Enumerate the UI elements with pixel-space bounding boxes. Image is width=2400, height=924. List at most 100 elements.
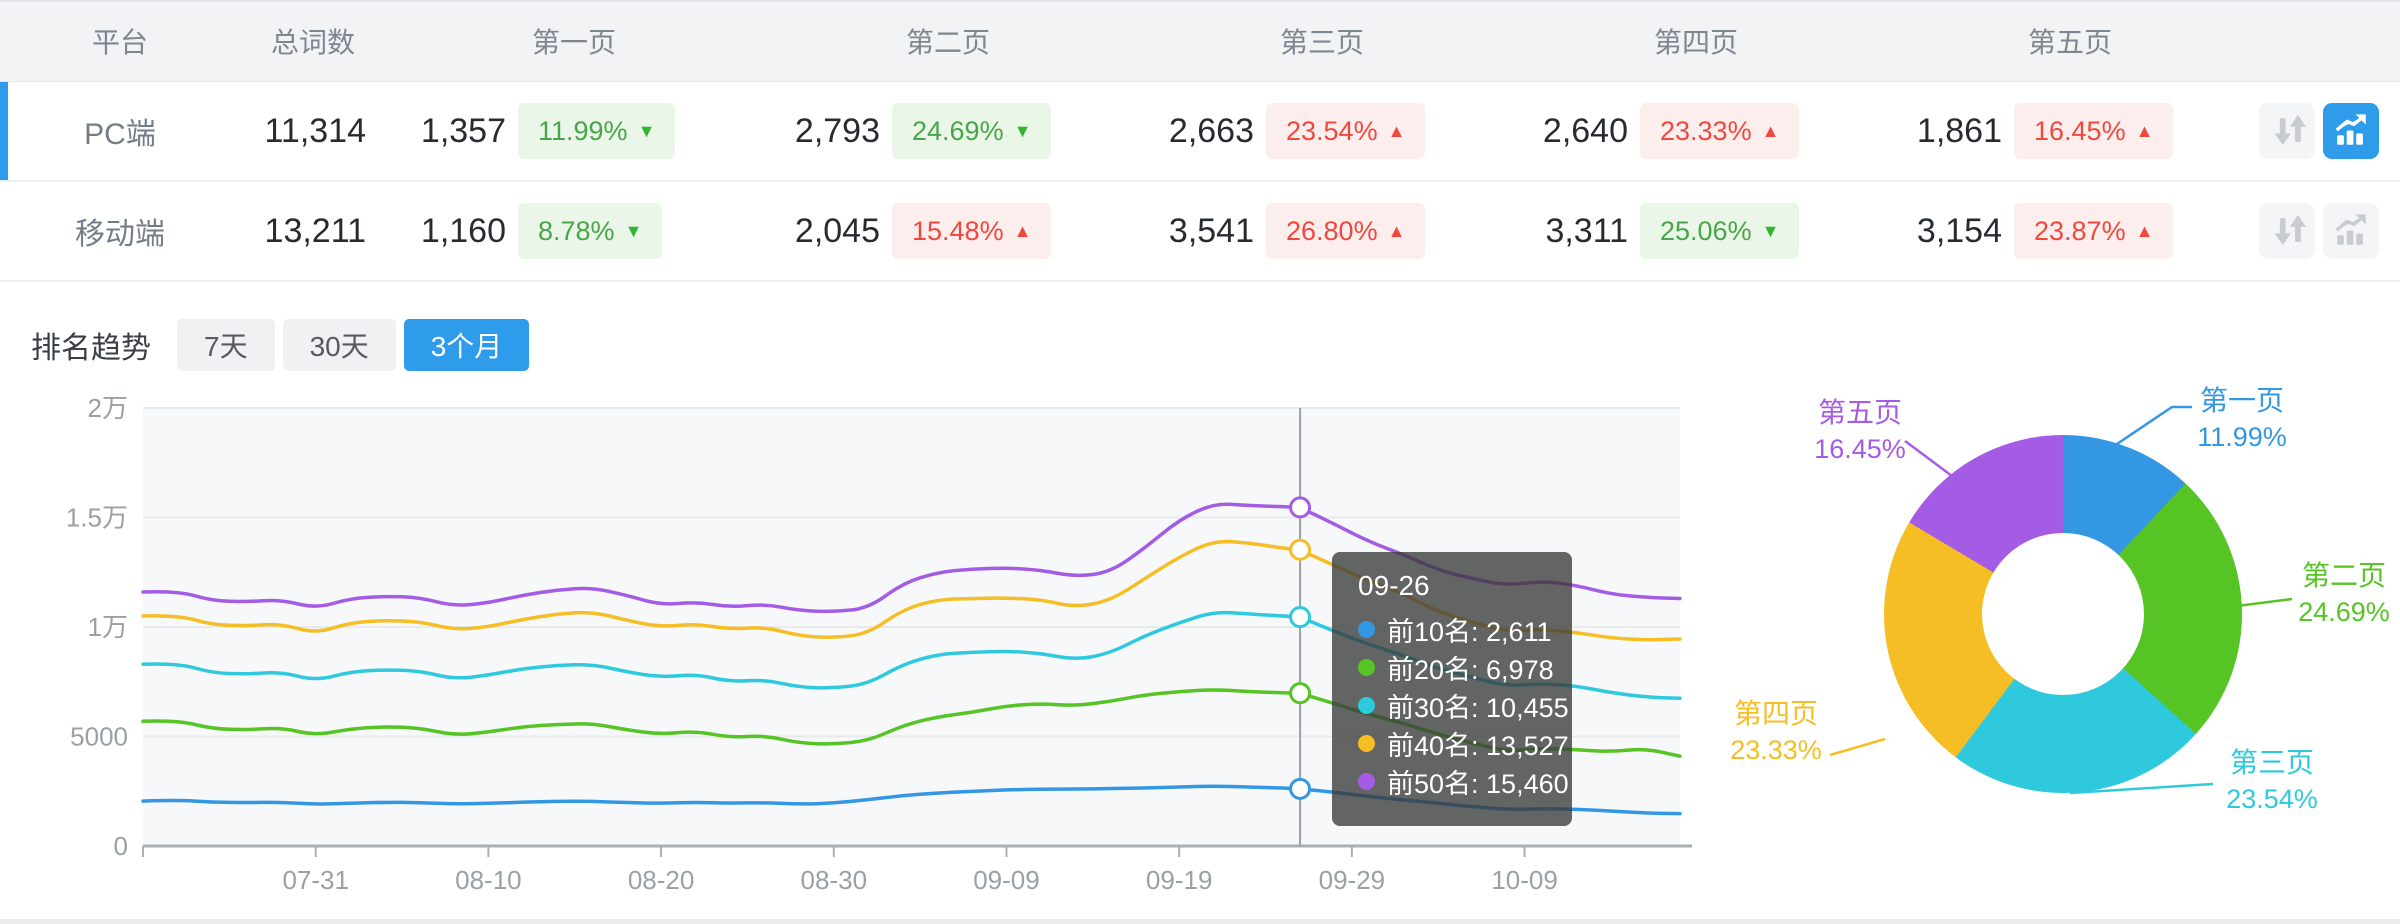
page-1-change-badge: 11.99% ▼ [518,103,676,159]
page-3-cell: 2,663 23.54% ▲ [1118,103,1492,159]
y-axis-label: 5000 [70,722,128,752]
hover-marker-前10名 [1289,777,1312,800]
total-words: 11,314 [264,111,366,150]
table-row-pc[interactable]: PC端 11,314 1,357 11.99% ▼ 2,793 24.69% ▼ 2,663 23… [0,82,2400,182]
change-percent: 23.87% [2034,215,2126,246]
donut-hole [1982,533,2144,695]
trend-chart-icon [2335,214,2366,245]
rank-table: 平台 总词数 第一页 第二页 第三页 第四页 第五页 PC端 11,314 1,357 11.99… [0,0,2400,282]
total-words: 13,211 [264,211,366,250]
arrow-up-icon: ▲ [1387,120,1406,141]
page-5-cell: 1,861 16.45% ▲ [1866,103,2240,159]
page-2-cell: 2,793 24.69% ▼ [744,103,1118,159]
x-axis-label: 08-20 [628,865,695,895]
hover-marker-前40名 [1289,538,1312,561]
page-2-cell: 2,045 15.48% ▲ [744,203,1118,259]
table-header: 平台 总词数 第一页 第二页 第三页 第四页 第五页 [0,0,2400,82]
page-3-count: 2,663 [1168,111,1254,150]
y-axis-label: 1万 [88,612,128,642]
hover-marker-前50名 [1289,496,1312,519]
page-5-count: 1,861 [1916,111,2002,150]
platform-name: PC端 [84,118,156,151]
range-tabs: 7天 30天 3个月 [177,319,537,371]
page-3-change-badge: 26.80% ▲ [1266,203,1426,259]
compare-sort-button[interactable] [2259,103,2315,159]
tab-range-1[interactable]: 30天 [282,319,396,371]
page-1-count: 1,357 [420,111,506,150]
page-1-count: 1,160 [420,211,506,250]
arrow-up-icon: ▲ [1761,120,1780,141]
trend-bar: 排名趋势 7天 30天 3个月 [0,319,2400,371]
arrow-down-icon: ▼ [637,120,656,141]
arrow-up-icon: ▲ [1013,220,1032,241]
page-4-change-badge: 23.33% ▲ [1640,103,1800,159]
page-1-cell: 1,357 11.99% ▼ [370,103,744,159]
change-percent: 11.99% [538,115,628,146]
compare-sort-button[interactable] [2259,203,2315,259]
column-header-page-1: 第一页 [531,26,616,58]
row-actions [2240,103,2400,159]
change-percent: 25.06% [1660,215,1752,246]
x-axis-label: 09-29 [1319,865,1386,895]
x-axis-label: 07-31 [282,865,349,895]
tab-range-2[interactable]: 3个月 [403,319,530,371]
page-3-cell: 3,541 26.80% ▲ [1118,203,1492,259]
page-5-cell: 3,154 23.87% ▲ [1866,203,2240,259]
page-4-count: 2,640 [1542,111,1628,150]
page-4-change-badge: 25.06% ▼ [1640,203,1800,259]
y-axis-label: 0 [114,831,128,861]
arrow-down-icon: ▼ [624,220,643,241]
page-2-change-badge: 15.48% ▲ [892,203,1052,259]
change-percent: 26.80% [1286,215,1378,246]
page-4-cell: 3,311 25.06% ▼ [1492,203,1866,259]
page-4-count: 3,311 [1545,211,1628,250]
x-axis-label: 08-30 [801,865,868,895]
trend-title: 排名趋势 [31,332,151,365]
page-1-cell: 1,160 8.78% ▼ [370,203,744,259]
y-axis-label: 1.5万 [66,503,128,533]
page-1-change-badge: 8.78% ▼ [518,203,663,259]
trend-chart-button[interactable] [2323,203,2379,259]
page-5-change-badge: 23.87% ▲ [2014,203,2174,259]
x-axis-label: 08-10 [455,865,522,895]
row-actions [2240,203,2400,259]
change-percent: 15.48% [912,215,1004,246]
arrow-up-icon: ▲ [2135,220,2154,241]
sort-arrows-icon [2274,214,2306,246]
arrow-up-icon: ▲ [2135,120,2154,141]
hover-marker-前20名 [1289,682,1312,705]
table-body: PC端 11,314 1,357 11.99% ▼ 2,793 24.69% ▼ 2,663 23… [0,82,2400,282]
column-header-page-2: 第二页 [905,26,990,58]
change-percent: 16.45% [2034,115,2126,146]
change-percent: 23.54% [1286,115,1378,146]
column-header-page-3: 第三页 [1279,26,1364,58]
page-distribution-donut-chart[interactable] [1884,435,2242,793]
x-axis-label: 09-19 [1146,865,1213,895]
x-axis-label: 10-09 [1491,865,1558,895]
column-header-page-4: 第四页 [1653,26,1738,58]
page-5-change-badge: 16.45% ▲ [2014,103,2174,159]
y-axis-label: 2万 [88,393,128,423]
sort-arrows-icon [2274,114,2306,146]
arrow-up-icon: ▲ [1387,220,1406,241]
platform-name: 移动端 [75,218,165,251]
change-percent: 24.69% [912,115,1004,146]
page-5-count: 3,154 [1916,211,2002,250]
tab-range-0[interactable]: 7天 [177,319,275,371]
x-axis-label: 09-09 [973,865,1040,895]
column-header-page-5: 第五页 [2027,26,2112,58]
hover-marker-前30名 [1289,606,1312,629]
column-header-platform: 平台 [91,26,148,58]
page-2-count: 2,045 [794,211,880,250]
arrow-down-icon: ▼ [1761,220,1780,241]
page-3-count: 3,541 [1168,211,1254,250]
trend-chart-button[interactable] [2323,103,2379,159]
column-header-total: 总词数 [270,26,355,58]
change-percent: 23.33% [1660,115,1752,146]
page-2-count: 2,793 [794,111,880,150]
trend-chart-icon [2335,114,2366,145]
table-row-mobile[interactable]: 移动端 13,211 1,160 8.78% ▼ 2,045 15.48% ▲ 3,541 26.… [0,182,2400,282]
active-row-indicator [0,82,8,180]
